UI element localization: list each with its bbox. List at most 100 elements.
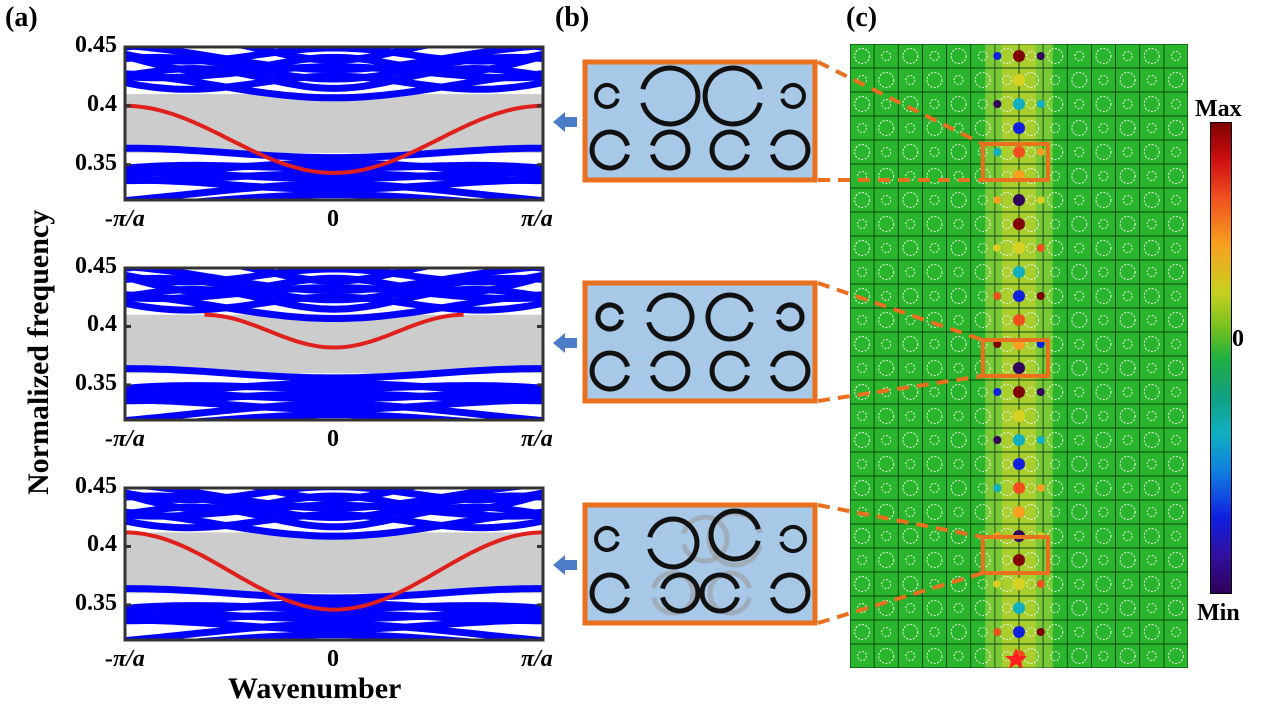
- field-ring: [1122, 483, 1133, 493]
- split-ring: [594, 83, 620, 109]
- split-ring: [647, 516, 700, 570]
- field-ring: [1119, 360, 1136, 376]
- field-hotspot: [1013, 314, 1025, 326]
- field-hotspot: [993, 292, 1002, 300]
- field-ring: [1167, 360, 1184, 376]
- field-ring: [1167, 312, 1184, 328]
- bulk-band-lower: [125, 390, 543, 403]
- bulk-band-upper: [125, 47, 543, 64]
- field-ring: [1170, 483, 1181, 493]
- field-hotspot: [1013, 458, 1025, 470]
- field-ring: [1122, 435, 1133, 445]
- field-ring: [857, 219, 868, 229]
- highlight-box: [980, 142, 1050, 182]
- panel-label-c: (c): [846, 2, 878, 33]
- field-ring: [1074, 243, 1085, 253]
- field-hotspot: [1036, 52, 1045, 60]
- field-hotspot: [1036, 148, 1045, 156]
- field-ring: [974, 216, 991, 232]
- colorbar-max-label: Max: [1195, 96, 1242, 122]
- field-ring: [1023, 216, 1040, 232]
- field-ring: [1167, 408, 1184, 424]
- unit-cell-1: [553, 59, 818, 183]
- field-ring: [1119, 72, 1136, 88]
- field-ring: [1071, 552, 1088, 568]
- field-ring: [1146, 507, 1157, 517]
- field-ring: [1023, 648, 1040, 664]
- field-ring: [929, 483, 940, 493]
- colorbar-min-label: Min: [1197, 600, 1240, 626]
- field-ring: [1146, 603, 1157, 613]
- field-ring: [1050, 603, 1061, 613]
- field-ring: [1119, 216, 1136, 232]
- field-ring: [1050, 123, 1061, 133]
- field-ring: [1047, 96, 1064, 112]
- field-ring: [1119, 504, 1136, 520]
- split-ring: [640, 65, 701, 127]
- plot-frame: [123, 45, 545, 202]
- field-ring: [1098, 459, 1109, 469]
- field-ring: [1023, 120, 1040, 136]
- field-hotspot: [1013, 482, 1025, 494]
- bulk-band-upper: [125, 488, 543, 504]
- field-ring: [1170, 435, 1181, 445]
- field-ring: [854, 432, 871, 448]
- field-ring: [1146, 651, 1157, 661]
- field-ring: [1050, 411, 1061, 421]
- field-ring: [1047, 336, 1064, 352]
- field-ring: [1146, 363, 1157, 373]
- field-ring: [1074, 387, 1085, 397]
- field-ring: [953, 459, 964, 469]
- field-ring: [1095, 288, 1112, 304]
- field-ring: [1098, 315, 1109, 325]
- field-ring: [926, 648, 943, 664]
- field-ring: [1050, 267, 1061, 277]
- field-ring: [1023, 504, 1040, 520]
- field-ring: [881, 339, 892, 349]
- field-ring: [1023, 312, 1040, 328]
- field-ring: [1122, 147, 1133, 157]
- split-ring: [780, 83, 806, 109]
- field-ring: [1122, 387, 1133, 397]
- field-ring: [1146, 459, 1157, 469]
- field-ring: [926, 264, 943, 280]
- field-ring: [1167, 72, 1184, 88]
- field-ring: [926, 408, 943, 424]
- field-ring: [1071, 408, 1088, 424]
- field-ring: [1119, 120, 1136, 136]
- field-ring: [977, 51, 988, 61]
- split-ring: [699, 572, 740, 614]
- field-ring: [905, 459, 916, 469]
- field-ring: [1167, 264, 1184, 280]
- field-hotspot: [993, 436, 1002, 444]
- field-ring: [1146, 75, 1157, 85]
- field-ring: [1071, 312, 1088, 328]
- left-arrow-icon: [553, 333, 577, 353]
- field-ring: [1071, 600, 1088, 616]
- x-tick-label: π/a: [521, 646, 553, 672]
- field-hotspot: [1013, 242, 1025, 254]
- y-tick-label: 0.35: [75, 149, 117, 176]
- split-ring: [589, 129, 630, 171]
- field-ring: [1119, 264, 1136, 280]
- field-ring: [1095, 336, 1112, 352]
- field-ring: [1074, 435, 1085, 445]
- field-ring: [950, 240, 967, 256]
- field-ring: [1023, 72, 1040, 88]
- field-ring: [1170, 147, 1181, 157]
- field-ring: [1098, 267, 1109, 277]
- field-hotspot: [1013, 218, 1025, 230]
- x-tick-label: 0: [327, 646, 339, 672]
- field-hotspot: [1013, 578, 1025, 590]
- field-ring: [1095, 624, 1112, 640]
- field-ring: [1167, 456, 1184, 472]
- field-ring: [857, 411, 868, 421]
- y-tick-label: 0.35: [75, 589, 117, 616]
- y-tick-label: 0.4: [87, 531, 117, 558]
- field-ring: [1143, 528, 1160, 544]
- field-ring: [1167, 120, 1184, 136]
- band-gap: [125, 314, 543, 374]
- field-ring: [950, 432, 967, 448]
- field-ring: [857, 459, 868, 469]
- field-ring: [857, 363, 868, 373]
